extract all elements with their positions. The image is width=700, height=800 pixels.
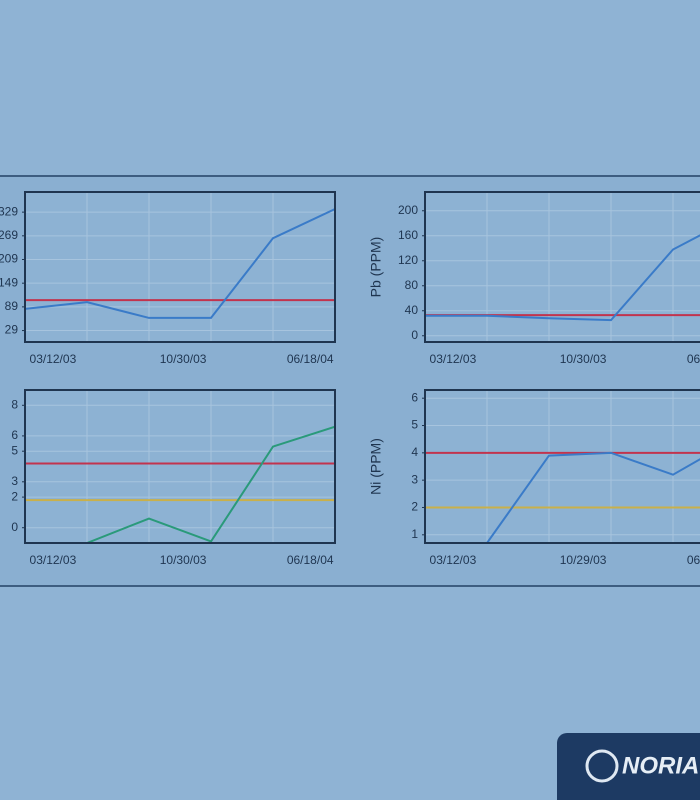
data-line <box>425 234 700 322</box>
plot-border <box>424 191 700 343</box>
y-tick-label: 0 <box>11 520 18 534</box>
y-tick-label: 269 <box>0 228 18 242</box>
x-tick-label: 06/18/04 <box>687 553 700 567</box>
plot <box>425 390 700 543</box>
y-tick-label: 80 <box>405 278 419 292</box>
plot-area <box>25 390 335 543</box>
y-tick-label: 2 <box>11 489 18 503</box>
y-tick-label: 160 <box>398 228 418 242</box>
x-tick-label: 06/18/04 <box>287 553 334 567</box>
plot <box>25 390 335 543</box>
data-line <box>485 451 700 543</box>
x-tick-label: 10/30/03 <box>560 352 607 366</box>
data-line <box>82 425 335 543</box>
y-tick-label: 1 <box>411 527 418 541</box>
x-tick-label: 03/12/03 <box>430 553 477 567</box>
y-tick-label: 149 <box>0 275 18 289</box>
plot-area <box>25 192 335 342</box>
y-axis-label: Pb (PPM) <box>368 237 384 298</box>
x-tick-label: 03/12/03 <box>30 352 77 366</box>
y-axis-label: Ni (PPM) <box>368 438 384 495</box>
plot <box>25 192 335 342</box>
x-tick-label: 03/12/03 <box>430 352 477 366</box>
plot-border <box>24 191 336 343</box>
y-tick-label: 120 <box>398 253 418 267</box>
y-tick-label: 5 <box>411 418 418 432</box>
plot-area <box>425 390 700 543</box>
y-tick-label: 329 <box>0 204 18 218</box>
x-tick-label: 06/18/04 <box>687 352 700 366</box>
x-tick-label: 06/18/04 <box>287 352 334 366</box>
logo-box <box>557 733 700 800</box>
data-line <box>25 208 335 319</box>
x-tick-label: 10/29/03 <box>560 553 607 567</box>
y-tick-label: 0 <box>411 328 418 342</box>
x-tick-label: 03/12/03 <box>30 553 77 567</box>
plot-area <box>425 192 700 342</box>
logo-icon <box>585 749 619 783</box>
plot <box>425 192 700 342</box>
logo-text: NORIA <box>622 752 699 779</box>
y-tick-label: 209 <box>0 252 18 266</box>
plot-border <box>24 389 336 544</box>
y-tick-label: 6 <box>411 390 418 404</box>
y-tick-label: 5 <box>11 443 18 457</box>
y-tick-label: 8 <box>11 397 18 411</box>
y-tick-label: 40 <box>405 303 419 317</box>
y-tick-label: 89 <box>5 299 19 313</box>
y-tick-label: 3 <box>11 474 18 488</box>
y-tick-label: 2 <box>411 500 418 514</box>
y-tick-label: 4 <box>411 445 418 459</box>
x-tick-label: 10/30/03 <box>160 553 207 567</box>
y-tick-label: 6 <box>11 428 18 442</box>
y-tick-label: 3 <box>411 472 418 486</box>
y-tick-label: 200 <box>398 203 418 217</box>
x-tick-label: 10/30/03 <box>160 352 207 366</box>
y-tick-label: 29 <box>5 323 19 337</box>
plot-border <box>424 389 700 544</box>
